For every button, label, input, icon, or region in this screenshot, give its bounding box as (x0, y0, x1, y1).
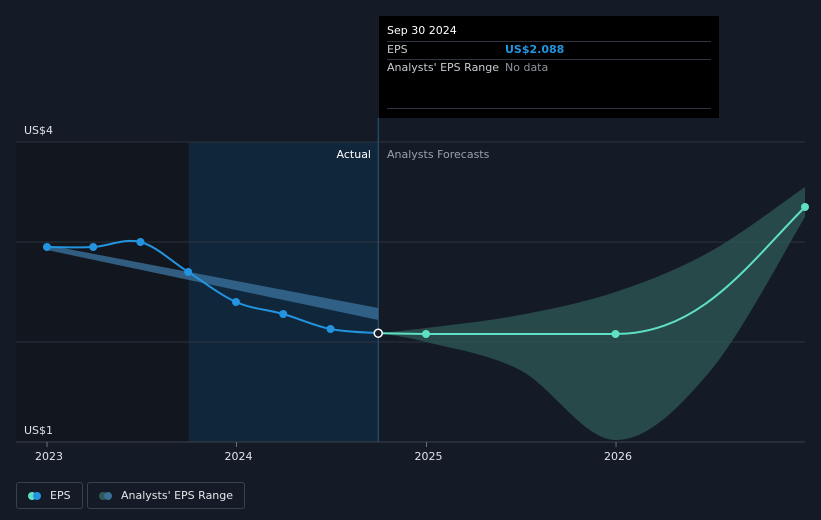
eps-point-2023-06-30 (136, 238, 145, 246)
tooltip-row-range: Analysts' EPS Range No data (387, 59, 711, 77)
eps-forecast-line (378, 206, 806, 335)
tooltip-eps-value: US$2.088 (505, 43, 565, 56)
eps-point-2023-03-31 (89, 243, 98, 251)
legend-eps-dot-forecast (28, 491, 36, 500)
legend-range-dot-past (104, 491, 112, 500)
eps-point-2023-12-31 (231, 298, 240, 306)
tooltip-range-value: No data (505, 61, 549, 74)
tooltip-date: Sep 30 2024 (387, 24, 457, 37)
y-label-top: US$4 (24, 124, 53, 137)
tooltip-range-label: Analysts' EPS Range (387, 61, 500, 74)
hover-tooltip: Sep 30 2024 EPS US$2.088 Analysts' EPS R… (379, 16, 719, 118)
tooltip-row-eps: EPS US$2.088 (387, 41, 711, 59)
past-analyst-forecast-trend (47, 245, 379, 320)
x-tick-label-2023: 2023 (35, 450, 63, 463)
eps-point-2024-06-30 (326, 325, 335, 333)
x-tick-label-2025: 2025 (415, 450, 443, 463)
eps-hover-point (373, 328, 383, 338)
eps-point-2023-01-01 (43, 243, 51, 251)
legend-eps-label: EPS (50, 489, 71, 502)
legend-range-label: Analysts' EPS Range (121, 489, 234, 502)
legend-eps[interactable]: EPS (16, 482, 83, 509)
eps-forecast-point-2025-12-31 (611, 330, 620, 338)
legend-range-swatch (99, 491, 113, 500)
eps-point-2023-09-30 (184, 268, 193, 276)
eps-forecast-point-2024-12-31 (422, 330, 430, 338)
analyst-eps-range-band (378, 187, 805, 441)
legend-eps-dot-actual (33, 491, 41, 500)
legend-eps-swatch (28, 491, 42, 500)
tooltip-divider (387, 108, 711, 109)
x-tick-label-2026: 2026 (604, 450, 632, 463)
actual-label: Actual (337, 148, 371, 161)
forecast-label: Analysts Forecasts (387, 148, 490, 161)
tooltip-eps-label: EPS (387, 43, 408, 56)
eps-point-2024-03-31 (279, 310, 288, 318)
legend-range-dot-forecast (99, 491, 107, 500)
eps-forecast-point-2026-12-31 (801, 203, 809, 211)
x-axis-ticks: 2023 2024 2025 2026 (35, 442, 632, 463)
legend-analyst-range[interactable]: Analysts' EPS Range (87, 482, 246, 509)
plot-area (43, 187, 809, 441)
x-tick-label-2024: 2024 (225, 450, 253, 463)
y-label-bottom: US$1 (24, 424, 53, 437)
actual-past-shade (16, 142, 189, 442)
